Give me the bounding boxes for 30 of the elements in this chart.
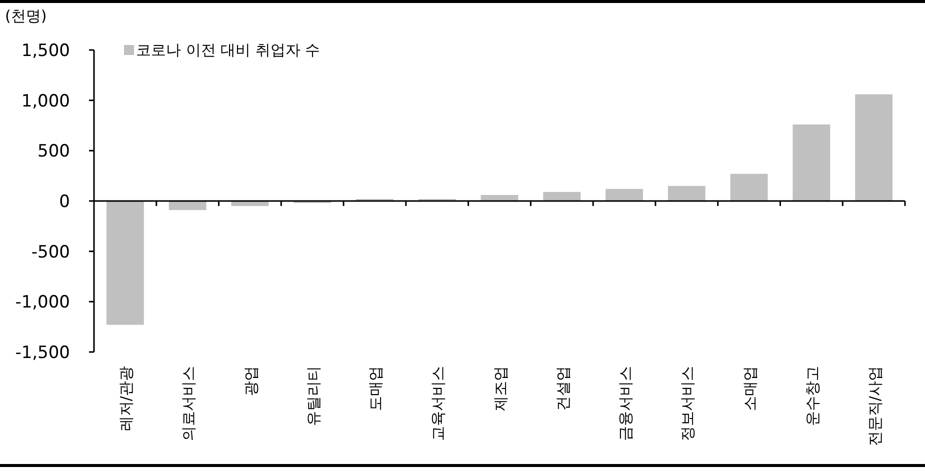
x-tick-label: 도매업 [366, 366, 385, 411]
x-tick-label: 제조업 [492, 366, 510, 411]
legend-label: 코로나 이전 대비 취업자 수 [136, 41, 320, 59]
bar [792, 124, 830, 201]
bar [480, 194, 518, 201]
x-tick-label: 의료서비스 [180, 366, 198, 441]
y-tick-label: -1,000 [15, 292, 70, 313]
bar [855, 94, 893, 201]
x-tick-label: 소매업 [741, 366, 760, 411]
bar [668, 186, 706, 201]
y-tick-label: -1,500 [15, 343, 70, 363]
y-tick-label: 500 [38, 142, 70, 162]
x-tick-label: 금융서비스 [616, 366, 634, 441]
bar [606, 188, 643, 201]
x-tick-label: 전문직/사업 [866, 366, 884, 446]
bar [543, 192, 581, 201]
y-tick-label: 1,000 [21, 91, 70, 112]
x-tick-label: 광업 [242, 366, 260, 396]
bar [730, 174, 768, 201]
x-tick-label: 교육서비스 [429, 366, 448, 441]
x-tick-label: 건설업 [554, 366, 572, 411]
x-tick-label: 레저/관광 [117, 366, 136, 432]
y-tick-label: -500 [31, 242, 70, 262]
bar [106, 201, 144, 325]
y-tick-label: 1,500 [21, 41, 70, 61]
x-tick-label: 운수창고 [803, 366, 822, 426]
x-tick-label: 유틸리티 [304, 366, 322, 426]
y-axis-title: (천명) [5, 7, 47, 25]
x-tick-label: 정보서비스 [678, 366, 697, 441]
y-tick-label: 0 [59, 192, 70, 212]
